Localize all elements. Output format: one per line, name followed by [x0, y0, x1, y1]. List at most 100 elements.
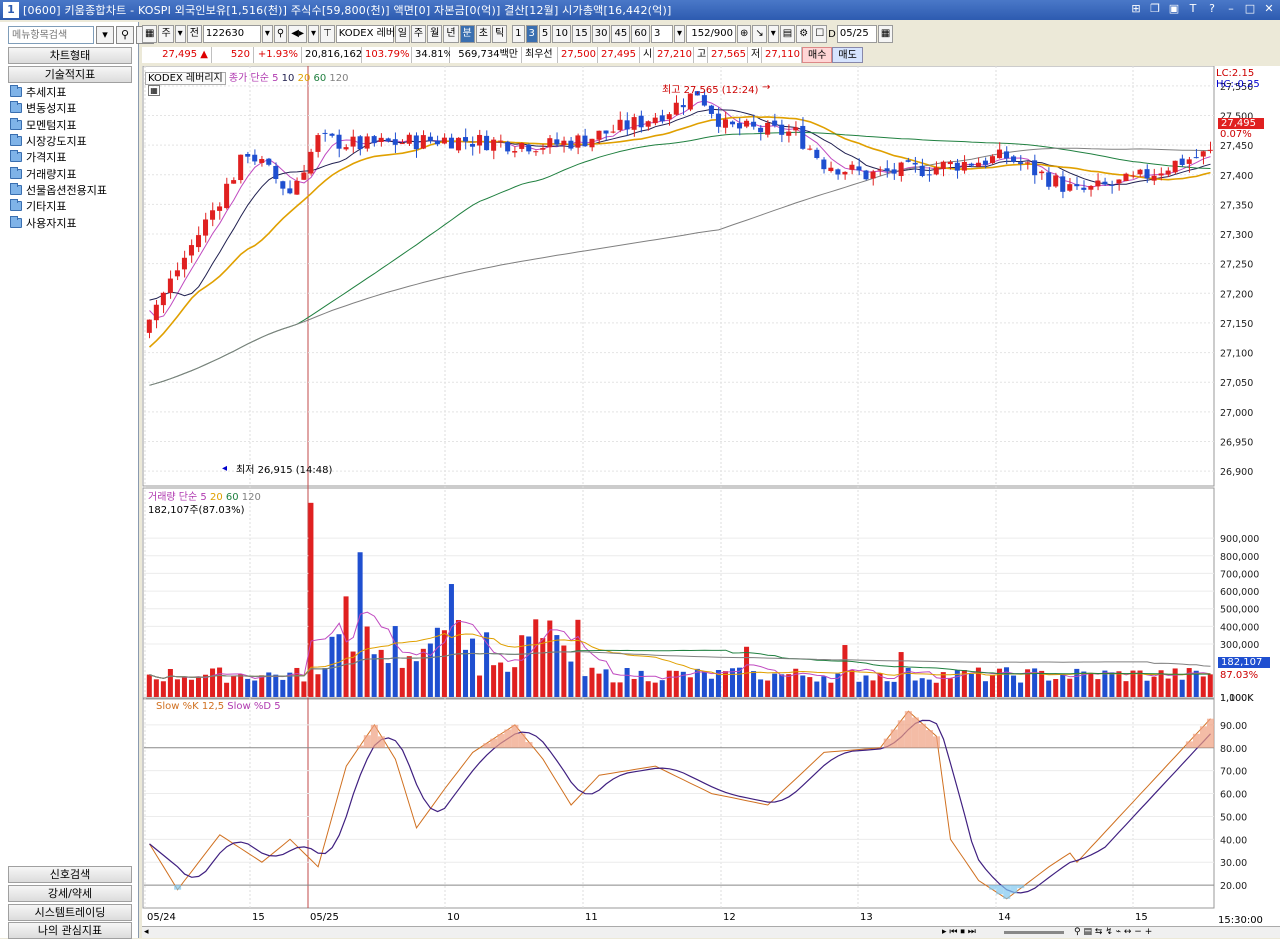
volume-bar	[153, 679, 159, 697]
chart-type-header[interactable]: 차트형태	[8, 47, 132, 64]
add-indicator-icon[interactable]: ⊕	[736, 25, 752, 43]
font-icon[interactable]: T	[1189, 2, 1197, 15]
scroll-right-icon[interactable]: ▸ ⏮ ⏹ ⏭	[942, 927, 976, 937]
buy-button[interactable]: 매수	[802, 47, 833, 63]
slow-d-line	[149, 719, 1211, 894]
volume-current: 182,107주(87.03%)	[148, 505, 245, 516]
table-icon[interactable]: ▦	[148, 85, 160, 96]
zoom-slider[interactable]	[1004, 931, 1064, 934]
tree-item[interactable]: 모멘텀지표	[10, 117, 134, 133]
search-icon[interactable]: ⚲	[273, 25, 288, 43]
window-title: [0600] 키움종합차트 - KOSPI 외국인보유[1,516(천)] 주식…	[23, 4, 672, 17]
tree-item[interactable]: 추세지표	[10, 84, 134, 100]
tree-item[interactable]: 거래량지표	[10, 165, 134, 181]
candle-body	[392, 139, 398, 145]
interval-button[interactable]: 1	[512, 25, 525, 43]
chevron-down-icon[interactable]: ▾	[261, 25, 273, 43]
volume-tick-label: 300,000	[1220, 640, 1259, 651]
tree-item[interactable]: 사용자지표	[10, 214, 134, 230]
interval-button[interactable]: 15	[572, 25, 591, 43]
price-info-bar: 27,495 ▲ 520 +1.93% 20,816,162 103.79% 3…	[142, 46, 902, 64]
price-panel-title: KODEX 레버리지 종가 단순 5 10 20 60 120	[145, 69, 349, 85]
date-input[interactable]: 05/25	[836, 25, 877, 43]
scroll-left-icon[interactable]: ◂	[144, 927, 149, 937]
code-input[interactable]: 122630	[202, 25, 261, 43]
candle-body	[153, 304, 159, 321]
candle-body	[1116, 179, 1122, 184]
interval-button-selected[interactable]: 3	[525, 25, 538, 43]
period-button[interactable]: 초	[475, 25, 491, 43]
interval-button[interactable]: 10	[552, 25, 571, 43]
horizontal-scrollbar[interactable]: ◂ ▸ ⏮ ⏹ ⏭ ⚲ ▤ ⇆ ↯ ⌁ ↔ − + 15:30:00	[142, 915, 1280, 938]
volume-bar	[146, 674, 152, 697]
period-button[interactable]: 일	[394, 25, 410, 43]
volume-bar	[1088, 672, 1094, 697]
window-tile-icon[interactable]: ▣	[1168, 2, 1180, 15]
pin-icon[interactable]: ⊤	[320, 25, 335, 43]
period-button-selected[interactable]: 분	[459, 25, 475, 43]
menu-search-input[interactable]	[8, 26, 94, 44]
panel-border	[142, 66, 1215, 487]
bull-bear-button[interactable]: 강세/약세	[8, 885, 132, 902]
volume-bar	[434, 627, 440, 697]
period-button[interactable]: 월	[427, 25, 443, 43]
signal-search-button[interactable]: 신호검색	[8, 866, 132, 883]
search-icon[interactable]: ⚲	[116, 26, 134, 44]
grid-icon[interactable]: ▦	[142, 25, 158, 43]
link-icon[interactable]: ⊞	[1131, 2, 1141, 15]
chevron-down-icon[interactable]: ▾	[307, 25, 319, 43]
price-tick-label: 27,450	[1220, 141, 1253, 152]
volume-bar	[954, 670, 960, 697]
interval-count-input[interactable]: 3	[650, 25, 673, 43]
minimize-icon[interactable]: –	[1228, 2, 1234, 15]
tree-item[interactable]: 시장강도지표	[10, 133, 134, 149]
close-icon[interactable]: ✕	[1264, 2, 1274, 15]
period-all[interactable]: 전	[186, 25, 202, 43]
tech-indicator-header[interactable]: 기술적지표	[8, 66, 132, 83]
speaker-icon[interactable]: ◀▸	[288, 25, 307, 43]
my-indicator-button[interactable]: 나의 관심지표	[8, 922, 132, 939]
save-icon[interactable]: ▤	[779, 25, 796, 43]
panel-border	[142, 697, 1215, 909]
period-button[interactable]: 틱	[491, 25, 508, 43]
candle-body	[1193, 157, 1199, 159]
checkbox[interactable]: ☐	[812, 25, 828, 43]
maximize-icon[interactable]: □	[1244, 2, 1256, 15]
chevron-down-icon[interactable]: ▾	[673, 25, 685, 43]
chart-area[interactable]: → ◂ 27,550 27,500 27,450 27,400 27,350 27,300 2…	[142, 66, 1280, 938]
tree-item[interactable]: 선물옵션전용지표	[10, 182, 134, 198]
gear-icon[interactable]: ⚙	[796, 25, 812, 43]
candle-body	[1060, 176, 1066, 192]
volume-bar	[1165, 678, 1171, 697]
copy-window-icon[interactable]: ❐	[1150, 2, 1160, 15]
period-button[interactable]: 년	[443, 25, 459, 43]
interval-button[interactable]: 30	[591, 25, 611, 43]
tree-item[interactable]: 기타지표	[10, 198, 134, 214]
help-icon[interactable]: ?	[1209, 2, 1215, 15]
interval-button[interactable]: 45	[611, 25, 631, 43]
tree-item[interactable]: 가격지표	[10, 149, 134, 165]
tree-item[interactable]: 변동성지표	[10, 100, 134, 116]
interval-button[interactable]: 60	[631, 25, 650, 43]
tree-item-label: 변동성지표	[26, 102, 77, 116]
overbought-fill	[925, 730, 933, 748]
line-tool-icon[interactable]: ↘	[752, 25, 767, 43]
chevron-down-icon[interactable]: ▾	[174, 25, 186, 43]
price-tick-label: 27,500	[1220, 111, 1253, 122]
period-button[interactable]: 주	[410, 25, 427, 43]
volume-bar	[231, 676, 237, 697]
dropdown-icon[interactable]: ▾	[96, 26, 114, 44]
interval-button[interactable]: 5	[538, 25, 552, 43]
volume-bar	[343, 596, 349, 697]
chart-svg[interactable]: →◂ 27,55027,50027,45027,40027,35027,3002…	[142, 66, 1280, 938]
system-trading-button[interactable]: 시스템트레이딩	[8, 904, 132, 921]
sell-button[interactable]: 매도	[832, 47, 863, 63]
period-main-select[interactable]: 주	[158, 25, 174, 43]
volume-bar	[1011, 675, 1017, 697]
scroll-tools-icon[interactable]: ⚲ ▤ ⇆ ↯ ⌁ ↔ − +	[1074, 927, 1153, 937]
ma-line-120	[149, 147, 1211, 386]
candle-body	[933, 167, 939, 175]
chevron-down-icon[interactable]: ▾	[767, 25, 779, 43]
calendar-icon[interactable]: ▦	[877, 25, 894, 43]
vma60-label: 60	[225, 492, 239, 503]
